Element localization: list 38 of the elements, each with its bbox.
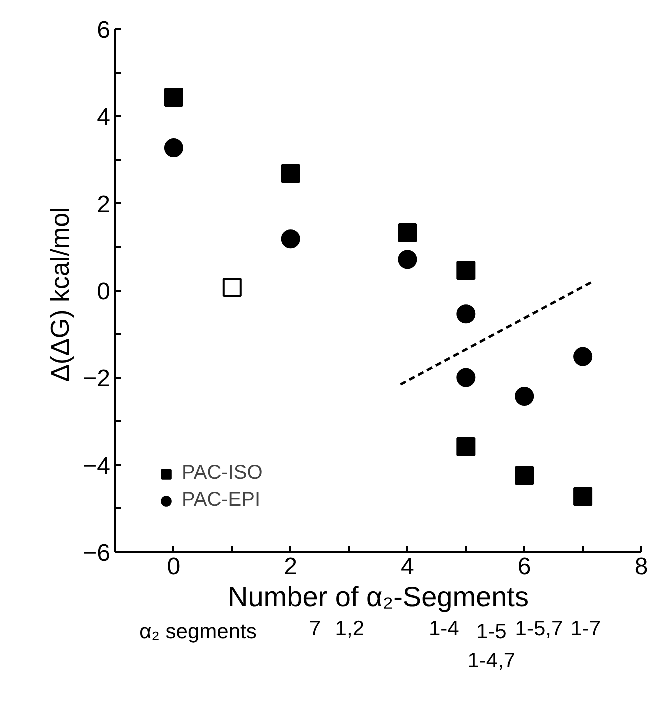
x-axis-title: Number of α₂-Segments [228, 582, 529, 612]
point [515, 466, 534, 486]
y-tick-label: −4 [83, 452, 111, 480]
point [574, 347, 593, 366]
y-tick-label: 0 [97, 278, 111, 306]
x-tick-label: 8 [634, 554, 648, 580]
point [456, 368, 476, 388]
point [398, 224, 418, 243]
text: 1-5 1-4,7 [468, 620, 516, 672]
point [281, 164, 300, 184]
legend-label: PAC-ISO [182, 462, 263, 485]
x-tick-label: 2 [284, 554, 298, 580]
point [222, 278, 242, 298]
text: α₂ segments [140, 620, 257, 644]
x-tick-label: 0 [167, 554, 181, 580]
text: 7 [309, 618, 322, 640]
y-axis-title: Δ(ΔG) kcal/mol [45, 207, 76, 382]
point [281, 230, 300, 249]
text: 1-4 [428, 618, 460, 640]
point [456, 438, 476, 457]
point [456, 304, 476, 324]
y-tick-label: 6 [97, 17, 111, 44]
x-tick-label: 6 [518, 554, 532, 580]
point [574, 487, 593, 506]
point [456, 261, 476, 280]
point [164, 138, 184, 158]
point [515, 386, 534, 406]
text: 1-5,7 [515, 618, 564, 640]
y-tick-label: 4 [97, 104, 111, 132]
point [398, 250, 418, 270]
y-tick-label: −2 [83, 366, 111, 393]
y-tick-label: −6 [83, 540, 111, 567]
x-tick-label: 4 [401, 554, 414, 580]
legend-label: PAC-EPI [182, 489, 261, 512]
y-tick-label: 2 [97, 191, 111, 218]
text: 1,2 [335, 618, 365, 640]
point [164, 88, 184, 107]
text: 1-7 [570, 618, 602, 640]
